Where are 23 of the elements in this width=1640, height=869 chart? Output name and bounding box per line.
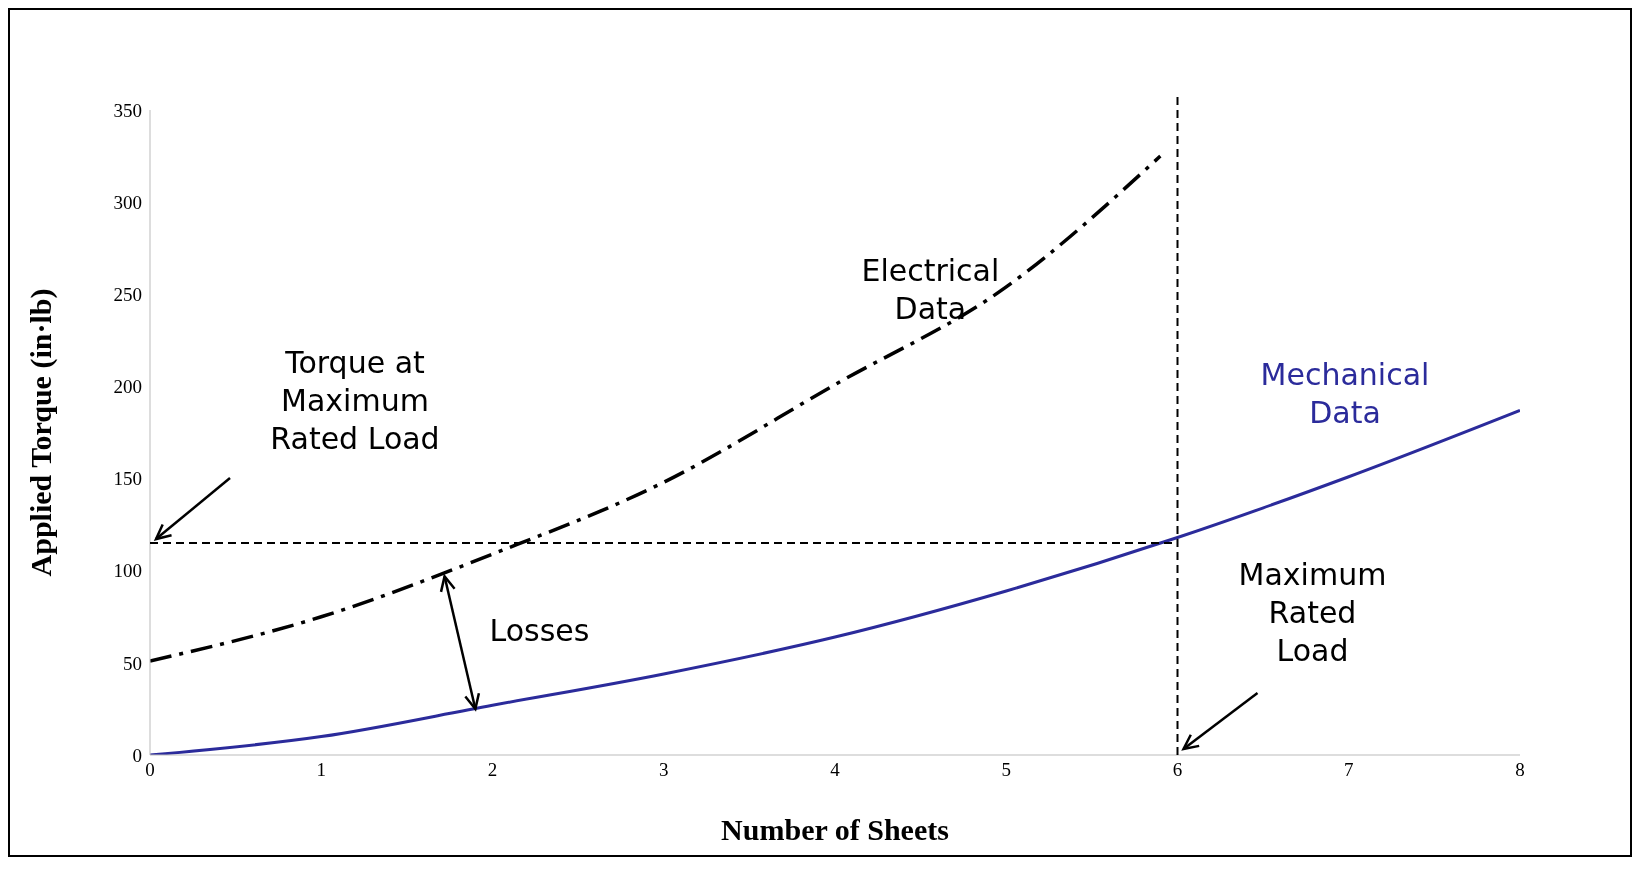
x-tick-label: 8: [1515, 759, 1525, 781]
x-tick-label: 3: [659, 759, 669, 781]
x-tick-label: 6: [1172, 759, 1183, 781]
y-tick-label: 0: [132, 744, 142, 766]
x-tick-label: 4: [830, 759, 841, 781]
x-tick-label: 5: [1001, 759, 1011, 781]
y-tick-label: 250: [113, 284, 142, 306]
series-label: Electrical Data: [861, 253, 1000, 327]
x-axis-title: Number of Sheets: [721, 813, 949, 846]
y-tick-label: 200: [113, 376, 142, 398]
y-tick-label: 300: [113, 191, 142, 213]
y-tick-label: 350: [113, 99, 142, 121]
x-tick-label: 7: [1344, 759, 1354, 781]
x-tick-label: 1: [316, 759, 326, 781]
y-tick-label: 150: [113, 468, 142, 490]
y-axis-title: Applied Torque (in·lb): [23, 288, 58, 577]
annotation: Torque at Maximum Rated Load: [270, 345, 440, 457]
y-tick-label: 50: [123, 652, 142, 674]
series-label: Mechanical Data: [1260, 357, 1430, 431]
annotation: Maximum Rated Load: [1238, 557, 1387, 668]
x-tick-label: 2: [487, 759, 498, 781]
annotation: Losses: [489, 612, 590, 648]
y-tick-label: 100: [113, 560, 142, 582]
